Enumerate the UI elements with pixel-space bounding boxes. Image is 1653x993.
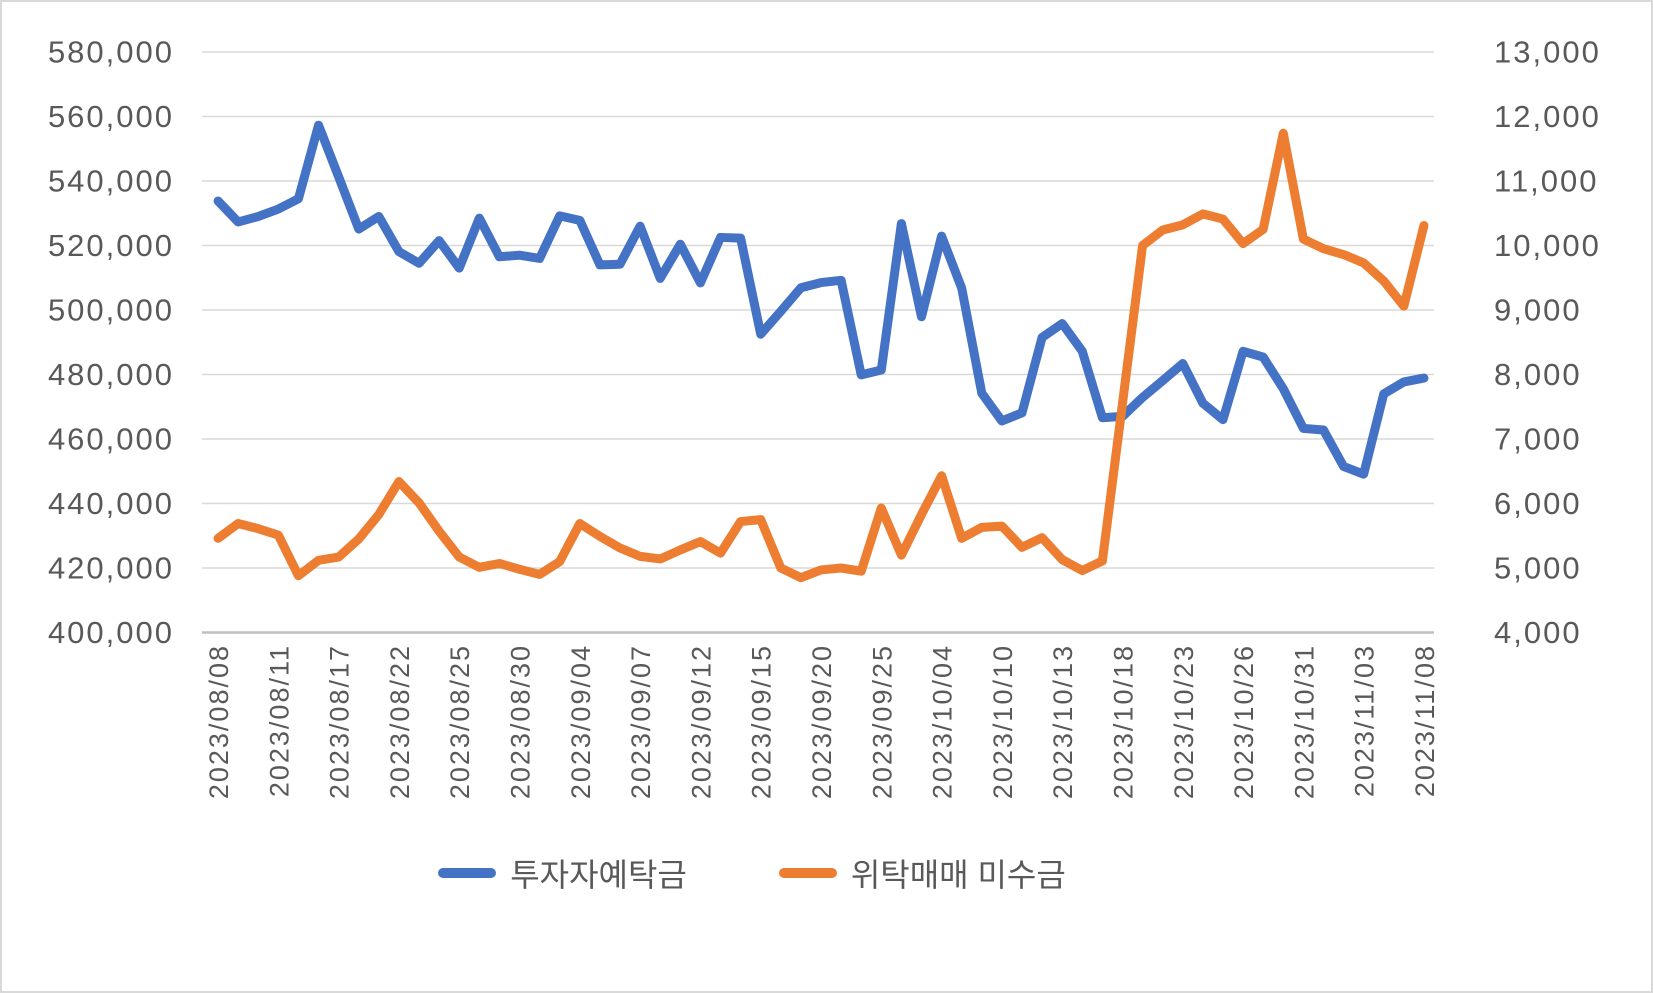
y-left-tick-label: 460,000 [48,422,174,457]
y-left-tick-label: 440,000 [48,486,174,521]
y-left-tick-label: 480,000 [48,357,174,392]
legend-item-receivables: 위탁매매 미수금 [778,850,1066,896]
deposits-legend-label: 투자자예탁금 [510,857,687,893]
x-tick-label: 2023/10/23 [1169,644,1199,799]
receivables-series-line [213,128,1429,583]
x-tick-label: 2023/11/08 [1410,644,1440,797]
x-axis: 2023/08/08 2023/08/11 2023/08/17 2023/08/22… [204,644,1440,799]
receivables-line-swatch [778,868,837,878]
y-right-tick-label: 6,000 [1494,486,1582,521]
y-left-tick-label: 560,000 [48,99,174,134]
x-tick-label: 2023/10/13 [1048,644,1078,799]
x-tick-label: 2023/09/15 [747,644,777,799]
chart-legend: 투자자예탁금 위탁매매 미수금 [2,850,1502,896]
x-tick-label: 2023/10/10 [988,644,1018,799]
x-tick-label: 2023/09/20 [807,644,837,799]
receivables-legend-label: 위탁매매 미수금 [850,857,1066,893]
x-tick-label: 2023/09/25 [867,644,897,799]
legend-item-deposits: 투자자예탁금 [438,850,687,896]
y-right-tick-label: 4,000 [1494,615,1582,650]
x-tick-label: 2023/10/26 [1229,644,1259,799]
y-left-tick-label: 520,000 [48,228,174,263]
gridlines [202,51,1434,634]
y-right-tick-label: 12,000 [1494,99,1601,134]
x-tick-label: 2023/10/31 [1289,644,1319,799]
y-left-tick-label: 540,000 [48,164,174,199]
x-tick-label: 2023/08/22 [385,644,415,799]
y-right-tick-label: 7,000 [1494,422,1582,457]
x-tick-label: 2023/08/17 [325,644,355,799]
y-right-tick-label: 9,000 [1494,293,1582,328]
x-tick-label: 2023/11/03 [1350,644,1380,797]
y-left-tick-label: 580,000 [48,35,174,70]
y-axis-right: 13,000 12,000 11,000 10,000 9,000 8,000 7,000 6… [1494,35,1601,651]
x-tick-label: 2023/08/11 [264,644,294,797]
x-tick-label: 2023/10/04 [928,644,958,799]
y-right-tick-label: 10,000 [1494,228,1601,263]
deposits-line-swatch [438,868,497,878]
x-tick-label: 2023/09/12 [686,644,716,799]
x-tick-label: 2023/10/18 [1108,644,1138,799]
x-tick-label: 2023/08/30 [506,644,536,799]
x-tick-label: 2023/08/08 [204,644,234,799]
x-tick-label: 2023/09/07 [626,644,656,799]
x-tick-label: 2023/09/04 [566,644,596,799]
x-tick-label: 2023/08/25 [445,644,475,799]
y-axis-left: 580,000 560,000 540,000 520,000 500,000 480,0… [48,35,174,651]
y-left-tick-label: 500,000 [48,293,174,328]
y-left-tick-label: 400,000 [48,615,174,650]
y-right-tick-label: 5,000 [1494,551,1582,586]
y-right-tick-label: 11,000 [1494,164,1599,199]
y-right-tick-label: 8,000 [1494,357,1582,392]
deposits-series-line [213,120,1429,479]
y-right-tick-label: 13,000 [1494,35,1601,70]
y-left-tick-label: 420,000 [48,551,174,586]
